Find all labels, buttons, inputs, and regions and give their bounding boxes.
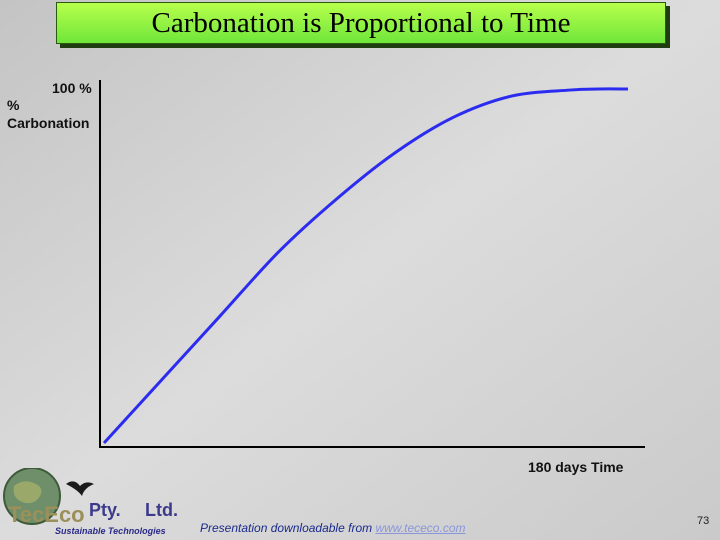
- company-name-pty: Pty.: [89, 500, 121, 520]
- y-axis-max-label: 100 %: [52, 80, 92, 96]
- series-line-0: [102, 87, 629, 445]
- slide-title: Carbonation is Proportional to Time: [151, 6, 571, 39]
- bird-icon: [66, 481, 94, 496]
- slide-title-box: Carbonation is Proportional to Time: [56, 2, 666, 44]
- company-tagline: Sustainable Technologies: [55, 526, 166, 536]
- footer-prefix: Presentation downloadable from: [200, 521, 376, 535]
- x-axis-label: 180 days Time: [528, 459, 624, 475]
- page-number: 73: [697, 515, 710, 527]
- company-logo: [3, 468, 94, 525]
- y-axis-label-line2: Carbonation: [7, 115, 90, 131]
- footer-text: Presentation downloadable from www.tecec…: [200, 521, 465, 535]
- footer-link[interactable]: www.tececo.com: [375, 521, 466, 535]
- company-name-ltd: Ltd.: [145, 500, 178, 520]
- company-name-tececo: TecEco: [8, 502, 85, 527]
- y-axis-label-line1: %: [7, 97, 20, 113]
- globe-land: [13, 481, 42, 504]
- y-axis-label: % Carbonation: [7, 96, 89, 132]
